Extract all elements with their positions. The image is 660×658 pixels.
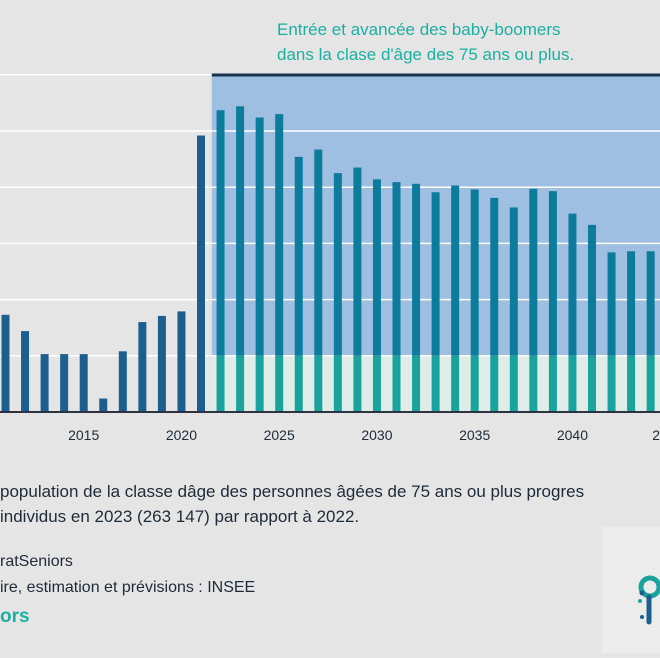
bar-2035-lower	[470, 355, 479, 412]
caption-line-1: population de la classe dâge des personn…	[0, 482, 585, 501]
bar-2039	[548, 191, 557, 356]
bar-2033-lower	[431, 355, 440, 412]
caption-line-2: individus en 2023 (263 147) par rapport …	[0, 507, 360, 526]
x-tick-label: 2015	[68, 427, 99, 443]
annotation-line-2: dans la clase d'âge des 75 ans ou plus.	[277, 45, 575, 64]
bar-2031	[392, 182, 401, 356]
bar-2034-lower	[451, 355, 460, 412]
x-tick-label: 2020	[166, 427, 197, 443]
bar-2011	[1, 314, 10, 412]
footer-hashtag: ratSeniors	[0, 553, 73, 570]
x-tick-label: 2035	[459, 427, 490, 443]
bar-2029	[353, 167, 362, 356]
x-tick-label: 204	[652, 427, 660, 443]
bar-2033	[431, 192, 440, 356]
bar-2030-lower	[372, 355, 381, 412]
bar-2024	[255, 117, 264, 356]
bar-2037	[509, 207, 518, 356]
bar-2024-lower	[255, 355, 264, 412]
bar-2015	[79, 354, 88, 412]
bar-2018	[138, 322, 147, 412]
bar-2017	[118, 351, 127, 412]
bar-2039-lower	[548, 355, 557, 412]
bar-2028-lower	[333, 355, 342, 412]
bar-2014	[60, 354, 69, 412]
bar-2036	[490, 197, 499, 356]
bar-2025	[275, 114, 284, 356]
bar-2020	[177, 311, 186, 412]
bar-2016	[99, 398, 108, 412]
logo-panel	[602, 527, 660, 653]
bar-2043	[627, 251, 636, 356]
x-tick-label: 2040	[557, 427, 588, 443]
bar-2036-lower	[490, 355, 499, 412]
bar-2032-lower	[412, 355, 421, 412]
bar-2038-lower	[529, 355, 538, 412]
bar-2022-lower	[216, 355, 225, 412]
x-tick-label: 2030	[361, 427, 392, 443]
bar-2034	[451, 185, 460, 356]
bar-2023	[236, 106, 245, 356]
bar-2038	[529, 188, 538, 356]
bar-2043-lower	[627, 355, 636, 412]
bar-2042-lower	[607, 355, 616, 412]
bar-2021	[197, 135, 205, 412]
bar-2041	[588, 224, 596, 356]
bar-2022	[216, 110, 225, 356]
bar-2031-lower	[392, 355, 401, 412]
annotation-line-1: Entrée et avancée des baby-boomers	[277, 20, 561, 39]
bar-2012	[21, 331, 30, 412]
footer-source: ire, estimation et prévisions : INSEE	[0, 579, 256, 596]
bar-2023-lower	[236, 355, 245, 412]
annotation-text: Entrée et avancée des baby-boomers dans …	[277, 17, 657, 67]
bar-2026-lower	[294, 355, 303, 412]
x-tick-label: 2025	[264, 427, 295, 443]
bar-2044	[646, 251, 655, 356]
bar-2028	[333, 173, 342, 356]
bar-2044-lower	[646, 355, 655, 412]
bar-2037-lower	[509, 355, 518, 412]
bar-2026	[294, 156, 303, 356]
bar-2040-lower	[568, 355, 577, 412]
bar-2042	[607, 252, 616, 356]
bar-2027-lower	[314, 355, 323, 412]
bar-2030	[372, 179, 381, 356]
brand-name: ors	[0, 606, 30, 627]
bar-chart: 2015 2020 2025 2030 2035 2040 204	[0, 73, 660, 443]
bar-2025-lower	[275, 355, 284, 412]
bar-2029-lower	[353, 355, 362, 412]
bar-2040	[568, 213, 577, 356]
bar-2035	[470, 189, 479, 356]
bar-2041-lower	[588, 355, 596, 412]
bar-2032	[412, 183, 421, 356]
bar-2027	[314, 149, 323, 356]
bar-2013	[40, 354, 49, 412]
bar-2019	[157, 315, 166, 412]
logo-icon	[638, 575, 660, 625]
